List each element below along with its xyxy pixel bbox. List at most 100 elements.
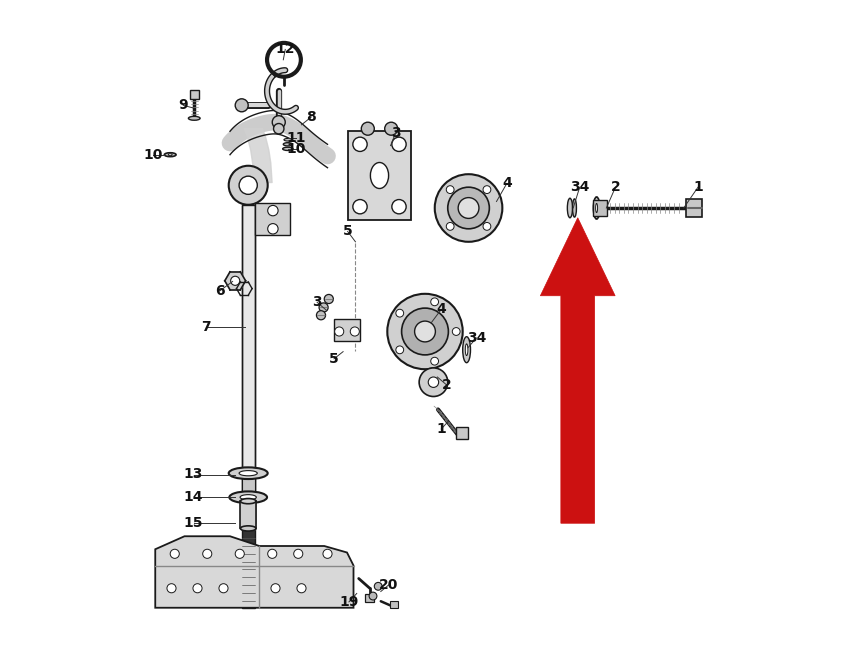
Circle shape — [323, 549, 332, 558]
Circle shape — [335, 327, 343, 336]
Text: 5: 5 — [329, 352, 339, 366]
Ellipse shape — [240, 495, 257, 500]
Circle shape — [239, 176, 258, 194]
Ellipse shape — [593, 197, 600, 219]
Circle shape — [385, 122, 398, 135]
Bar — [366, 594, 374, 602]
Circle shape — [431, 358, 439, 365]
Ellipse shape — [283, 147, 293, 150]
Text: 1: 1 — [693, 180, 703, 194]
Text: 7: 7 — [201, 320, 211, 334]
Bar — [241, 205, 255, 523]
Circle shape — [392, 200, 406, 214]
Bar — [686, 199, 702, 217]
Text: 10: 10 — [144, 148, 163, 162]
Circle shape — [428, 377, 439, 387]
Text: 4: 4 — [502, 176, 512, 190]
Circle shape — [316, 311, 326, 320]
Ellipse shape — [573, 199, 576, 217]
Bar — [334, 318, 360, 341]
Ellipse shape — [241, 526, 256, 531]
Circle shape — [401, 308, 449, 355]
Ellipse shape — [164, 153, 176, 157]
Text: 6: 6 — [215, 283, 225, 298]
Circle shape — [452, 328, 460, 335]
Bar — [241, 523, 255, 608]
Circle shape — [219, 584, 228, 593]
Polygon shape — [156, 536, 354, 608]
Text: 19: 19 — [339, 595, 359, 609]
Bar — [456, 427, 468, 439]
Circle shape — [274, 124, 284, 134]
Circle shape — [193, 584, 202, 593]
Circle shape — [483, 222, 490, 230]
Polygon shape — [541, 218, 615, 523]
Text: 8: 8 — [306, 110, 316, 124]
Text: 11: 11 — [286, 131, 306, 146]
Ellipse shape — [229, 467, 268, 479]
Circle shape — [446, 222, 454, 230]
Circle shape — [271, 584, 280, 593]
Text: 3: 3 — [312, 295, 322, 309]
Text: 34: 34 — [467, 331, 486, 345]
Circle shape — [396, 346, 404, 354]
Circle shape — [202, 549, 212, 558]
Circle shape — [419, 368, 448, 396]
Circle shape — [374, 582, 382, 590]
Ellipse shape — [371, 162, 388, 188]
Circle shape — [353, 200, 367, 214]
Text: 1: 1 — [436, 422, 446, 436]
Bar — [255, 203, 291, 235]
Circle shape — [350, 327, 360, 336]
Circle shape — [483, 186, 490, 194]
Bar — [241, 473, 255, 497]
Circle shape — [324, 294, 333, 304]
Text: 10: 10 — [286, 142, 306, 156]
Circle shape — [297, 584, 306, 593]
Bar — [241, 501, 256, 528]
Circle shape — [319, 303, 328, 312]
Polygon shape — [224, 272, 246, 290]
Circle shape — [294, 549, 303, 558]
Ellipse shape — [239, 471, 258, 476]
Bar — [390, 601, 398, 608]
Bar — [592, 200, 607, 216]
Circle shape — [369, 592, 377, 600]
Circle shape — [229, 166, 268, 205]
Circle shape — [167, 584, 176, 593]
Text: 2: 2 — [442, 378, 451, 392]
Text: 9: 9 — [178, 98, 188, 112]
Circle shape — [353, 137, 367, 151]
Circle shape — [230, 276, 240, 285]
Circle shape — [272, 116, 286, 129]
Text: 3: 3 — [391, 125, 400, 140]
Text: 14: 14 — [184, 489, 203, 504]
Circle shape — [361, 122, 374, 135]
Ellipse shape — [168, 153, 173, 156]
Ellipse shape — [596, 203, 598, 213]
Circle shape — [268, 224, 278, 234]
Ellipse shape — [567, 198, 573, 218]
Ellipse shape — [241, 499, 256, 504]
Circle shape — [388, 294, 462, 369]
Bar — [348, 131, 411, 220]
Circle shape — [434, 174, 502, 242]
Ellipse shape — [462, 337, 471, 363]
Text: 15: 15 — [184, 515, 203, 530]
Text: 20: 20 — [379, 578, 399, 592]
Circle shape — [392, 137, 406, 151]
Circle shape — [458, 198, 479, 218]
Circle shape — [396, 309, 404, 317]
Ellipse shape — [284, 138, 292, 141]
Text: 4: 4 — [436, 302, 446, 317]
Circle shape — [431, 298, 439, 305]
Text: 12: 12 — [275, 42, 295, 57]
Circle shape — [415, 321, 435, 342]
Circle shape — [446, 186, 454, 194]
Circle shape — [448, 187, 490, 229]
Ellipse shape — [230, 491, 267, 503]
Circle shape — [235, 99, 248, 112]
Circle shape — [268, 549, 277, 558]
Circle shape — [235, 549, 244, 558]
Circle shape — [170, 549, 179, 558]
